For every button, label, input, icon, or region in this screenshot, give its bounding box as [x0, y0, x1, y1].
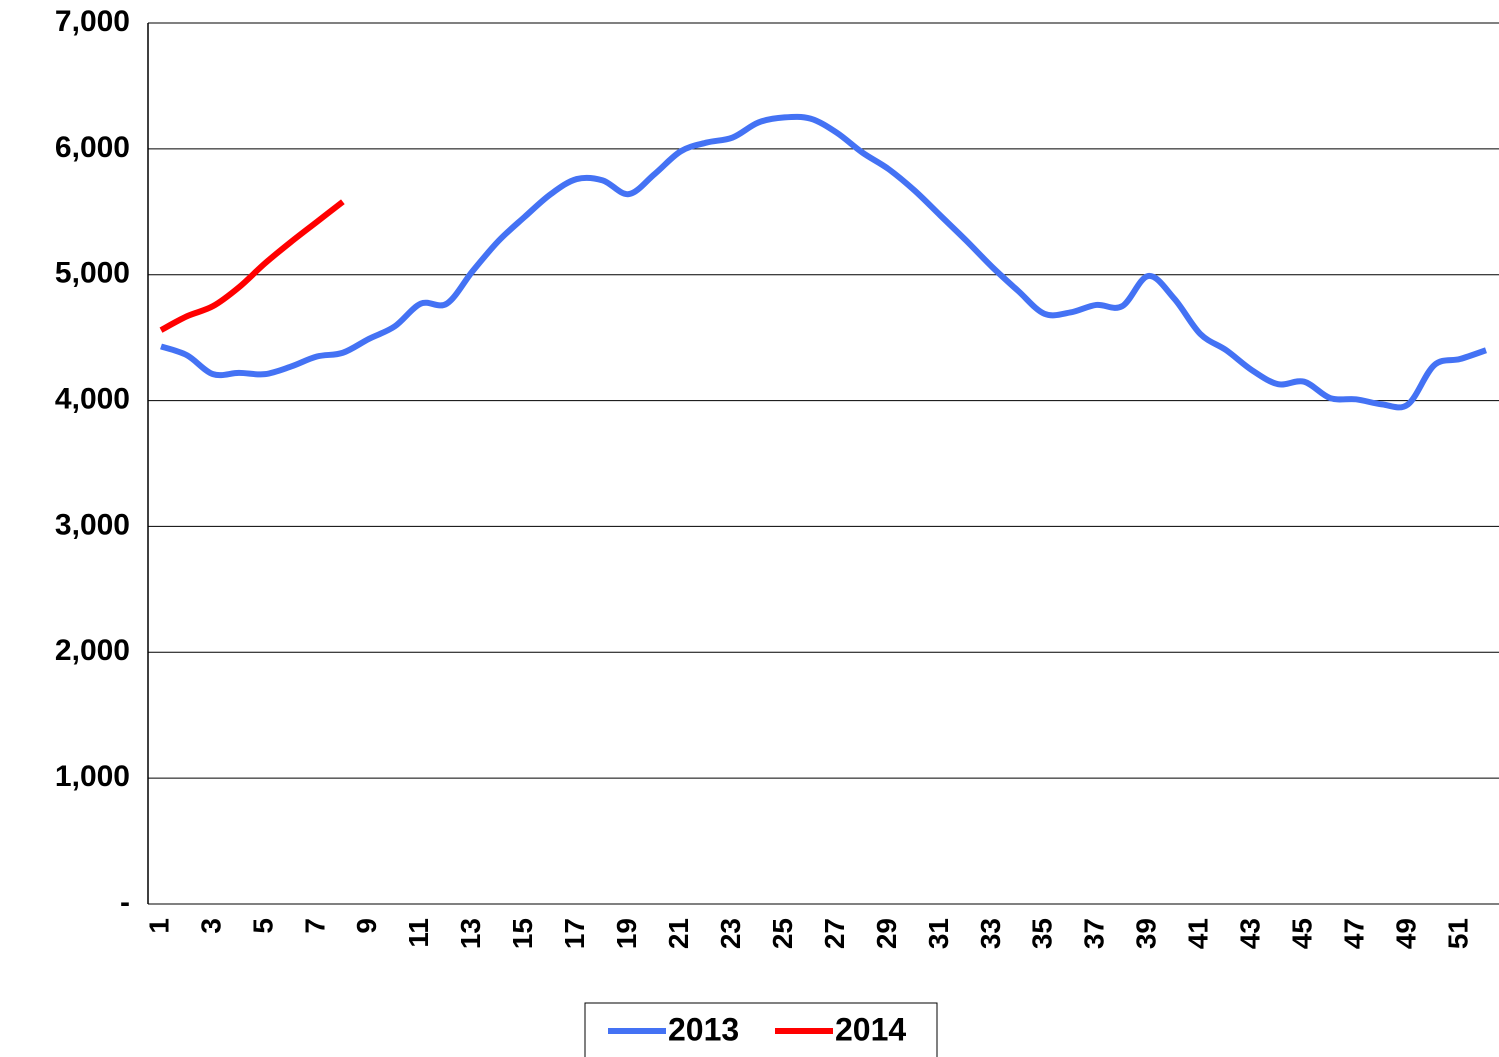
x-tick-label: 33 — [975, 918, 1006, 949]
y-tick-label: 4,000 — [55, 382, 130, 415]
y-tick-label: 7,000 — [55, 5, 130, 38]
x-tick-label: 25 — [767, 918, 798, 949]
x-tick-label: 27 — [819, 918, 850, 949]
legend-label: 2013 — [668, 1011, 739, 1047]
x-tick-label: 43 — [1235, 918, 1266, 949]
x-tick-label: 7 — [299, 918, 330, 934]
x-tick-label: 37 — [1079, 918, 1110, 949]
series-line — [159, 199, 345, 333]
x-tick-label: 23 — [715, 918, 746, 949]
y-tick-label: 5,000 — [55, 257, 130, 290]
x-tick-label: 29 — [871, 918, 902, 949]
x-tick-label: 11 — [403, 918, 434, 948]
x-tick-label: 5 — [247, 918, 278, 934]
x-tick-label: 1 — [143, 918, 174, 934]
y-tick-label: 6,000 — [55, 131, 130, 164]
legend-label: 2014 — [835, 1011, 906, 1047]
x-tick-label: 31 — [923, 918, 954, 949]
x-tick-label: 49 — [1390, 918, 1421, 949]
y-tick-label: 2,000 — [55, 634, 130, 667]
series-line — [160, 113, 1487, 411]
y-tick-label: - — [120, 886, 130, 919]
x-tick-label: 47 — [1338, 918, 1369, 949]
x-tick-label: 13 — [455, 918, 486, 949]
x-tick-label: 39 — [1131, 918, 1162, 949]
x-tick-label: 35 — [1027, 918, 1058, 949]
x-tick-label: 9 — [351, 918, 382, 934]
x-tick-label: 19 — [611, 918, 642, 949]
x-tick-label: 51 — [1442, 918, 1473, 949]
x-tick-label: 3 — [195, 918, 226, 934]
x-tick-label: 17 — [559, 918, 590, 949]
x-tick-label: 15 — [507, 918, 538, 949]
y-tick-label: 3,000 — [55, 508, 130, 541]
x-tick-label: 21 — [663, 918, 694, 949]
x-tick-label: 45 — [1287, 918, 1318, 949]
x-tick-label: 41 — [1183, 918, 1214, 949]
y-tick-label: 1,000 — [55, 760, 130, 793]
